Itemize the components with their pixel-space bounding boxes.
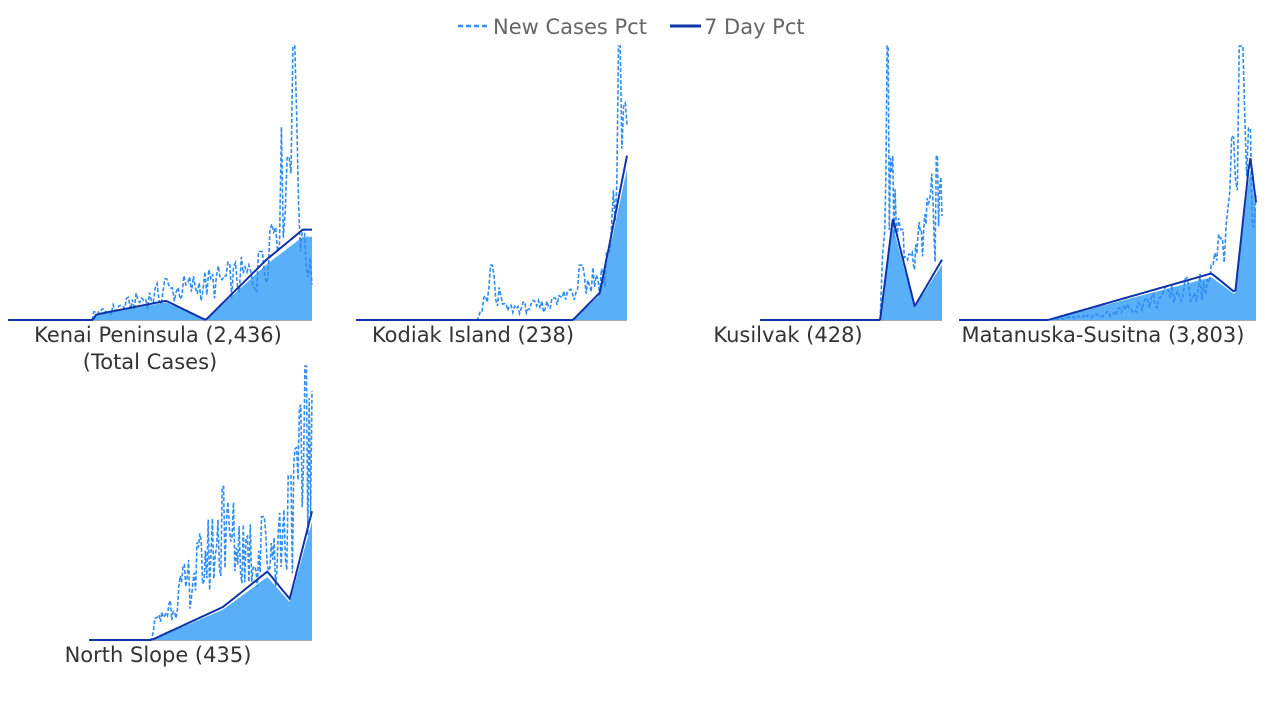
panel-north-slope: North Slope (435) bbox=[65, 365, 313, 667]
series-line-7-day-pct bbox=[89, 510, 313, 641]
plot-kenai-peninsula bbox=[8, 45, 313, 321]
series-line-7-day-pct bbox=[959, 158, 1257, 321]
series-line-7-day-pct bbox=[8, 228, 312, 321]
panel-title-kusilvak: Kusilvak (428) bbox=[713, 323, 862, 347]
panel-title-matanuska-susitna: Matanuska-Susitna (3,803) bbox=[962, 323, 1245, 347]
legend-label-new-cases: New Cases Pct bbox=[493, 15, 647, 39]
series-line-7-day-pct bbox=[760, 219, 943, 321]
series-line-7-day-pct bbox=[356, 155, 628, 321]
area-fill bbox=[356, 168, 627, 320]
legend-item-new-cases[interactable]: New Cases Pct bbox=[458, 15, 647, 39]
panel-kusilvak: Kusilvak (428) bbox=[713, 45, 943, 347]
area-fill bbox=[8, 236, 312, 320]
panel-title-kodiak-island: Kodiak Island (238) bbox=[372, 323, 574, 347]
panel-subtitle-total-cases: (Total Cases) bbox=[83, 350, 217, 374]
plot-kusilvak bbox=[760, 45, 943, 321]
area-fill bbox=[89, 521, 312, 640]
series-line-new-cases-pct bbox=[760, 45, 943, 321]
legend-label-7-day: 7 Day Pct bbox=[704, 15, 805, 39]
legend-item-7-day[interactable]: 7 Day Pct bbox=[670, 15, 805, 39]
panel-title-kenai-peninsula: Kenai Peninsula (2,436) bbox=[34, 323, 282, 347]
plot-north-slope bbox=[89, 365, 313, 641]
panel-title-north-slope: North Slope (435) bbox=[65, 643, 252, 667]
plot-kodiak-island bbox=[356, 45, 628, 321]
panel-kenai-peninsula: Kenai Peninsula (2,436) (Total Cases) bbox=[8, 45, 313, 374]
panel-matanuska-susitna: Matanuska-Susitna (3,803) bbox=[959, 45, 1257, 347]
legend: New Cases Pct 7 Day Pct bbox=[458, 15, 805, 39]
area-fill bbox=[760, 227, 942, 320]
area-fill bbox=[959, 171, 1256, 320]
plot-matanuska-susitna bbox=[959, 45, 1257, 321]
series-line-new-cases-pct bbox=[356, 45, 628, 321]
panel-kodiak-island: Kodiak Island (238) bbox=[356, 45, 628, 347]
